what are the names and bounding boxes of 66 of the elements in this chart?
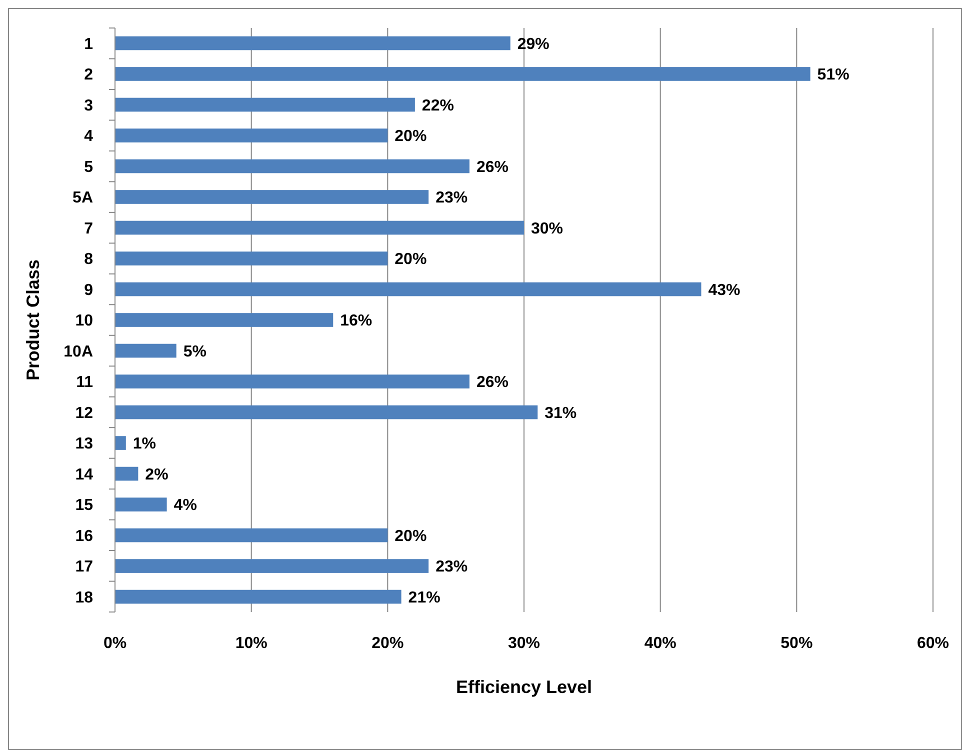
bar	[115, 98, 415, 112]
bar	[115, 36, 510, 50]
bar	[115, 436, 126, 450]
data-label: 4%	[174, 497, 197, 514]
bar	[115, 220, 524, 235]
bar	[115, 313, 334, 327]
bar	[115, 498, 167, 512]
x-tick-label: 40%	[644, 635, 676, 652]
x-axis-title: Efficiency Level	[456, 677, 592, 697]
bar	[115, 374, 470, 388]
y-tick-label: 5A	[72, 190, 94, 207]
y-tick-label: 16	[75, 528, 94, 545]
data-label: 20%	[394, 128, 427, 146]
y-tick-label: 5	[84, 158, 94, 176]
x-tick-label: 50%	[780, 635, 813, 652]
y-tick-label: 9	[84, 282, 94, 299]
y-tick-label: 10	[75, 312, 94, 330]
x-tick-label: 10%	[235, 635, 268, 652]
data-label: 1%	[132, 436, 156, 453]
data-label: 22%	[422, 97, 454, 114]
data-label: 16%	[340, 312, 372, 330]
data-label: 23%	[436, 190, 468, 207]
bar	[115, 405, 538, 420]
data-label: 5%	[183, 343, 206, 360]
data-label: 43%	[708, 282, 740, 299]
y-tick-label: 12	[75, 404, 94, 422]
y-tick-label: 11	[76, 374, 94, 392]
y-tick-label: 3	[84, 97, 94, 114]
x-tick-label: 20%	[372, 635, 404, 652]
data-label: 26%	[476, 374, 508, 392]
y-tick-label: 18	[75, 589, 94, 606]
y-tick-label: 1	[84, 36, 94, 53]
y-axis-title: Product Class	[23, 259, 43, 381]
bar	[115, 128, 388, 142]
bar	[115, 252, 388, 266]
x-tick-label: 30%	[508, 635, 540, 652]
data-label: 51%	[817, 66, 850, 84]
bar	[115, 528, 388, 542]
data-label: 23%	[436, 558, 468, 576]
x-tick-label: 60%	[916, 635, 950, 652]
data-label: 20%	[394, 251, 427, 268]
data-label: 29%	[517, 36, 550, 53]
y-tick-label: 15	[75, 497, 94, 514]
y-tick-label: 7	[84, 220, 94, 238]
y-tick-label: 14	[75, 466, 94, 484]
y-tick-label: 10A	[64, 343, 94, 360]
bar	[115, 282, 702, 296]
bar	[115, 466, 138, 481]
data-label: 26%	[476, 158, 508, 176]
bar	[115, 67, 810, 81]
data-label: 31%	[544, 404, 577, 422]
x-tick-label: 0%	[103, 635, 127, 652]
bar	[115, 590, 402, 604]
data-label: 20%	[394, 528, 427, 545]
data-label: 2%	[145, 466, 168, 484]
data-label: 30%	[531, 220, 564, 238]
y-tick-label: 8	[84, 251, 94, 268]
y-tick-label: 17	[75, 558, 94, 576]
bar	[115, 159, 470, 174]
bar	[115, 190, 429, 204]
bar	[115, 559, 429, 573]
y-tick-label: 13	[75, 436, 94, 453]
bar	[115, 344, 176, 358]
y-tick-label: 2	[84, 66, 94, 84]
data-label: 21%	[408, 589, 440, 606]
y-tick-label: 4	[84, 128, 94, 146]
